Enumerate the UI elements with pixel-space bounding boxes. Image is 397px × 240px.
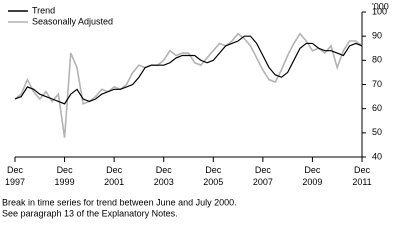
legend-label: Trend: [32, 5, 55, 15]
legend-label: Seasonally Adjusted: [32, 16, 113, 26]
x-tick-label: Dec 2005: [203, 165, 223, 187]
y-tick-label: 50: [372, 127, 382, 137]
x-tick-label: Dec 2007: [253, 165, 273, 187]
series-line: [14, 32, 363, 138]
y-tick-label: 80: [372, 55, 382, 65]
x-tick-label: Dec 1997: [5, 165, 25, 187]
y-tick-label: 40: [372, 151, 382, 161]
x-tick-label: Dec 2009: [302, 165, 322, 187]
footnote: Break in time series for trend between J…: [2, 197, 237, 207]
footnote: See paragraph 13 of the Explanatory Note…: [2, 208, 178, 218]
page: '000 Break in time series for trend betw…: [2, 1, 389, 219]
y-tick-label: 90: [372, 31, 382, 41]
y-tick-label: 100: [372, 6, 387, 16]
x-tick-label: Dec 2001: [104, 165, 124, 187]
chart: '000 Break in time series for trend betw…: [2, 1, 389, 218]
y-tick-label: 70: [372, 79, 382, 89]
y-tick-label: 60: [372, 103, 382, 113]
series-line: [14, 35, 363, 105]
y-unit-label: '000: [372, 1, 389, 11]
x-tick-label: Dec 2011: [352, 165, 371, 187]
x-tick-label: Dec 1999: [55, 165, 75, 187]
x-tick-label: Dec 2003: [154, 165, 174, 187]
